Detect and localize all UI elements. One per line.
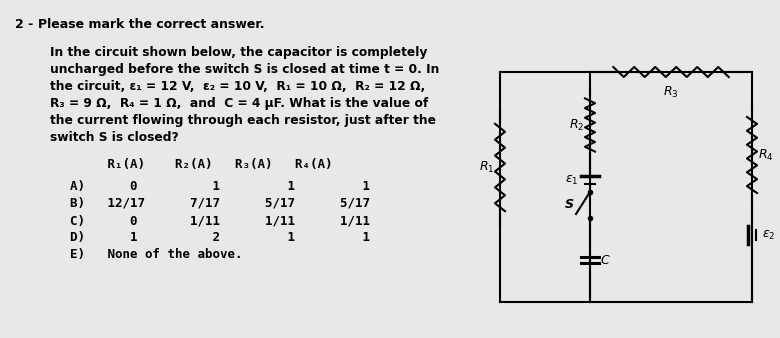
Text: switch S is closed?: switch S is closed? <box>50 131 179 144</box>
Text: $R_2$: $R_2$ <box>569 117 584 132</box>
Text: $\varepsilon_1$: $\varepsilon_1$ <box>565 173 578 187</box>
Text: B)   12/17      7/17      5/17      5/17: B) 12/17 7/17 5/17 5/17 <box>70 197 370 210</box>
Text: S: S <box>565 198 574 212</box>
Text: 2 -: 2 - <box>15 18 34 31</box>
Text: A)      0          1         1         1: A) 0 1 1 1 <box>70 180 370 193</box>
Text: the current flowing through each resistor, just after the: the current flowing through each resisto… <box>50 114 436 127</box>
Text: the circuit, ε₁ = 12 V,  ε₂ = 10 V,  R₁ = 10 Ω,  R₂ = 12 Ω,: the circuit, ε₁ = 12 V, ε₂ = 10 V, R₁ = … <box>50 80 425 93</box>
Text: uncharged before the switch S is closed at time t = 0. In: uncharged before the switch S is closed … <box>50 63 439 76</box>
Text: D)      1          2         1         1: D) 1 2 1 1 <box>70 231 370 244</box>
Text: C)      0       1/11      1/11      1/11: C) 0 1/11 1/11 1/11 <box>70 214 370 227</box>
Text: $R_1$: $R_1$ <box>479 160 494 175</box>
Text: R₃ = 9 Ω,  R₄ = 1 Ω,  and  C = 4 μF. What is the value of: R₃ = 9 Ω, R₄ = 1 Ω, and C = 4 μF. What i… <box>50 97 428 110</box>
Text: Please mark the correct answer.: Please mark the correct answer. <box>38 18 264 31</box>
Text: $\varepsilon_2$: $\varepsilon_2$ <box>762 228 775 242</box>
Text: In the circuit shown below, the capacitor is completely: In the circuit shown below, the capacito… <box>50 46 427 59</box>
Text: R₁(A)    R₂(A)   R₃(A)   R₄(A): R₁(A) R₂(A) R₃(A) R₄(A) <box>70 158 332 171</box>
Text: $C$: $C$ <box>600 254 611 266</box>
Text: $R_4$: $R_4$ <box>758 147 774 163</box>
Text: $R_3$: $R_3$ <box>663 85 679 100</box>
Text: E)   None of the above.: E) None of the above. <box>70 248 243 261</box>
